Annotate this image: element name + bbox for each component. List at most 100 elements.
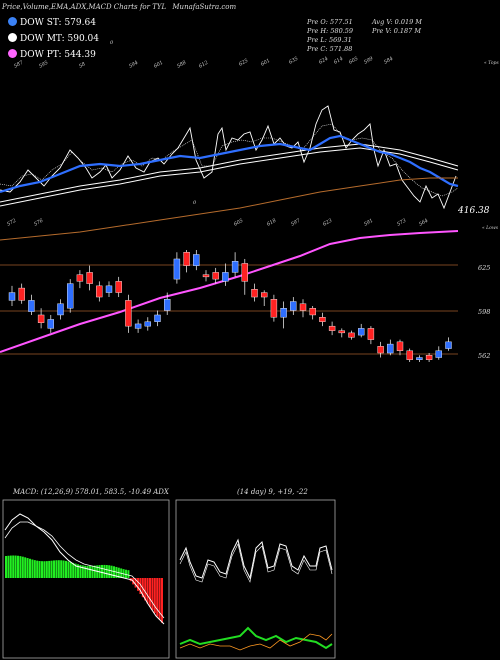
candle-body [222,272,229,282]
macd-bar [86,565,89,578]
macd-bar [149,578,151,607]
candle-body [338,330,345,334]
macd-bar [5,556,7,578]
low-label: 605 [233,218,244,228]
candle-body [348,332,355,338]
macd-bar [74,563,77,578]
stat-pre-low: Pre L: 569.31 [307,36,352,44]
macd-bar [21,556,24,578]
macd-bar [137,578,139,591]
stat-pre-high: Pre H: 580.59 [307,27,354,35]
macd-bar [69,562,72,578]
top-label: 625 [238,58,249,68]
macd-bar [48,560,51,578]
candle-body [435,350,442,358]
top-label: 584 [383,56,394,66]
legend-dot-mt [8,33,17,42]
legend-dot-st [8,17,17,26]
macd-signal-line [4,521,165,619]
low-label: 572 [6,218,17,228]
low-label: 576 [33,217,45,227]
candle-body [328,325,336,331]
adx-line [179,538,333,580]
macd-bar [79,564,82,578]
top-label: 635 [288,56,299,66]
macd-bar [50,560,53,578]
top-label: 601 [260,58,271,68]
top-label: 624 [318,56,329,66]
candle-body [202,274,210,278]
candle-body [173,258,181,280]
candle-body [8,292,16,301]
top-label: 614 [333,56,344,66]
candle-body [406,350,413,360]
macd-bar [161,578,163,623]
macd-bar [81,565,84,578]
candles [8,250,452,362]
macd-bar [156,578,159,617]
top-zero-label: 0 [110,40,114,46]
macd-bar [43,561,46,578]
top-label: 58 [78,61,87,69]
stat-avg-volume: Avg V: 0.019 M [372,18,422,26]
candle-body [377,346,384,354]
candle-body [144,321,152,327]
macd-bar [67,561,70,578]
candle-body [241,263,249,282]
macd-bar [26,558,29,578]
low-label: 564 [418,218,429,228]
macd-bar [158,578,161,620]
macd-bar [17,555,19,578]
candle-body [76,274,84,282]
last-price-label: 416.38 [457,206,490,216]
macd-bar [146,578,149,604]
macd-bar [62,560,65,578]
macd-bar [36,560,39,578]
macd-panel [2,499,170,659]
candle-body [37,314,45,323]
macd-bar [19,556,22,578]
stat-pre-close: Pre C: 571.88 [307,45,353,53]
candle-body [396,341,404,351]
macd-bar [9,555,12,578]
plus-di-line [179,626,333,650]
candle-body [290,301,297,311]
adx-line-shadow [179,543,333,583]
macd-bar [60,560,63,578]
macd-bar [101,564,103,578]
macd-bar [151,578,154,610]
macd-bar [110,565,113,578]
macd-bar [45,561,48,578]
candle-body [47,319,54,329]
level-label-562: 562 [478,352,490,360]
low-label: 618 [266,218,277,228]
candle-body [416,357,423,360]
macd-bar [77,564,79,578]
macd-bar [24,557,27,578]
legend-dow-mt: DOW MT: 590.04 [8,33,99,44]
candle-body [96,285,103,298]
stat-pre-open: Pre O: 577.51 [307,18,353,26]
minus-di-line [179,633,333,651]
macd-bar [38,560,41,578]
macd-bar [134,578,137,588]
candle-body [163,299,171,311]
macd-bar [144,578,147,601]
candle-body [18,287,25,301]
candle-body [387,343,394,354]
candle-body [358,328,365,336]
macd-bar [14,555,17,578]
ema-mt-line-a [0,143,459,203]
macd-bar [84,565,87,578]
top-label: 595 [38,60,49,70]
macd-bar [113,566,115,578]
level-label-625: 625 [478,264,490,272]
candle-body [193,254,200,266]
price-line-inner [0,123,459,197]
macd-footer: MACD: (12,26,9) 578.01, 583.5, -10.49 AD… [13,488,169,496]
macd-bar [139,578,142,594]
top-label: 605 [348,56,359,66]
macd-bar [89,565,91,578]
macd-bar [93,565,96,578]
candle-body [183,252,190,266]
